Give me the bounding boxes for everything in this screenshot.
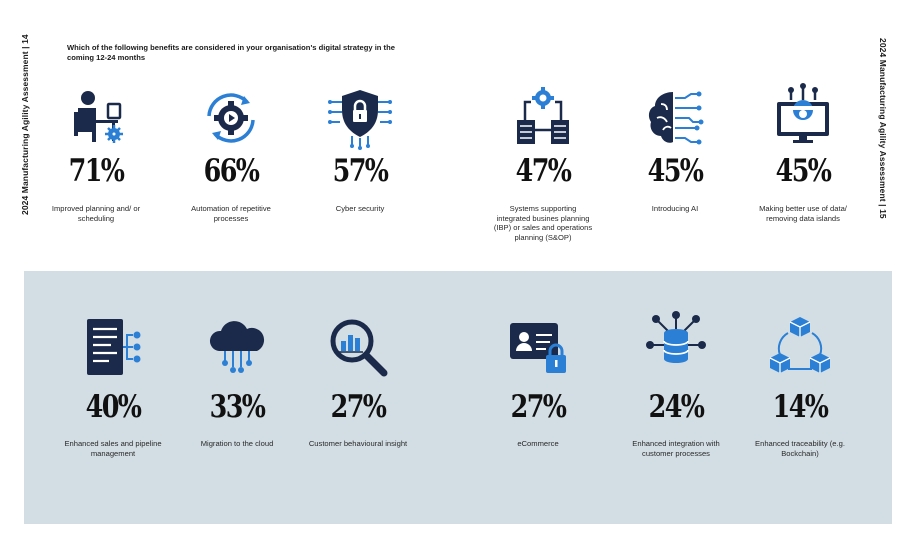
benefit-label: eCommerce — [517, 439, 559, 448]
benefit-percent: 57% — [332, 153, 389, 189]
benefit-percent: 33% — [209, 389, 266, 425]
gear-cycle-icon — [207, 93, 255, 143]
benefit-label: Making better use of data/ removing data… — [759, 204, 847, 223]
id-card-lock-icon — [510, 323, 566, 373]
document-network-icon — [87, 319, 141, 375]
shield-lock-icon — [328, 90, 392, 150]
benefit-percent: 45% — [775, 153, 832, 189]
page-title: Which of the following benefits are cons… — [67, 43, 395, 62]
benefit-percent: 24% — [648, 389, 705, 425]
benefit-label: Enhanced integration with customer proce… — [632, 439, 720, 458]
blockchain-cubes-icon — [769, 317, 831, 373]
benefit-percent: 66% — [203, 153, 260, 189]
page-number-left: 2024 Manufacturing Agility Assessment | … — [20, 34, 30, 215]
benefit-percent: 47% — [515, 153, 572, 189]
benefit-label: Introducing AI — [651, 204, 699, 213]
benefit-percent: 40% — [85, 389, 142, 425]
cloud-network-icon — [209, 321, 265, 373]
page-number-right: 2024 Manufacturing Agility Assessment | … — [878, 38, 888, 219]
benefit-label: Enhanced sales and pipeline management — [64, 439, 162, 458]
database-network-icon — [646, 311, 706, 363]
benefit-label: Customer behavioural insight — [308, 439, 408, 448]
benefit-percent: 45% — [647, 153, 704, 189]
magnifier-chart-icon — [330, 319, 388, 377]
benefit-percent: 14% — [772, 389, 829, 425]
connected-servers-icon — [517, 87, 569, 144]
benefit-label: Cyber security — [335, 204, 385, 213]
benefit-label: Improved planning and/ or scheduling — [51, 204, 141, 223]
benefit-percent: 27% — [510, 389, 567, 425]
benefit-label: Systems supporting integrated busines pl… — [493, 204, 593, 242]
bottom-band — [24, 271, 892, 524]
benefit-percent: 71% — [68, 153, 125, 189]
benefit-percent: 27% — [330, 389, 387, 425]
monitor-gear-icon — [777, 83, 829, 143]
ai-brain-icon — [648, 91, 704, 145]
benefit-label: Automation of repetitive processes — [191, 204, 271, 223]
benefit-label: Migration to the cloud — [200, 439, 274, 448]
worker-at-desk-icon — [74, 91, 123, 143]
benefit-label: Enhanced traceability (e.g. Bockchain) — [755, 439, 845, 458]
